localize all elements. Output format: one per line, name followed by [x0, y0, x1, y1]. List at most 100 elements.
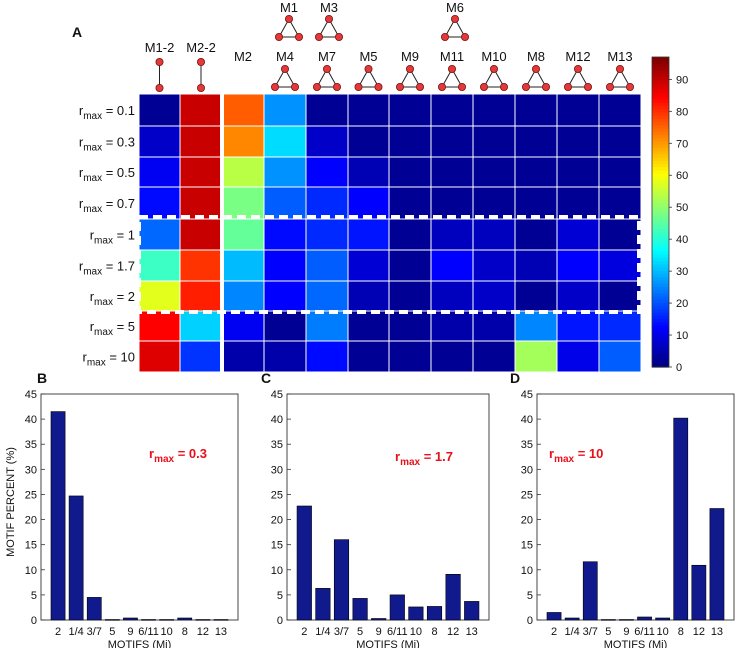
y-tick-label-30: 30: [271, 464, 283, 476]
heatmap-cell-r0p7-m8: [514, 186, 558, 220]
motif-node-icon: [322, 65, 331, 74]
y-tick-label-0: 0: [277, 615, 283, 627]
y-tick-label-45: 45: [25, 389, 37, 401]
dashed-highlight-box: [137, 215, 641, 314]
y-tick-label-15: 15: [271, 540, 283, 552]
motif-node-icon: [280, 65, 289, 74]
y-tick-label-45: 45: [521, 389, 533, 401]
bar-13: [709, 508, 725, 621]
x-tick-label-8: 8: [431, 626, 437, 638]
col-header-top-m6: M6: [446, 0, 464, 15]
bar-8: [673, 417, 689, 621]
col-header-m1-2: M1-2: [145, 40, 175, 55]
motif-node-icon: [314, 33, 323, 42]
y-tick-label-40: 40: [271, 414, 283, 426]
y-tick-label-10: 10: [521, 565, 533, 577]
colorbar-segment: [652, 228, 669, 232]
motif-node-icon: [616, 65, 625, 74]
colorbar: 0 10 20 30 40 50 60 70 80 90: [651, 56, 688, 374]
colorbar-segment: [652, 283, 669, 287]
motif-node-icon: [499, 83, 508, 92]
heatmap-cell-r1p7-m8: [514, 249, 558, 282]
heatmap-cell-r0p1-m9: [388, 93, 432, 127]
heatmap-cell-r10-m1-2: [138, 340, 181, 373]
heatmap-cell-r0p7-m7: [305, 186, 349, 220]
bar-9: [371, 618, 387, 621]
y-tick-label-35: 35: [521, 439, 533, 451]
heatmap-cell-r0p7-m2: [221, 186, 265, 220]
motif-node-icon: [440, 33, 449, 42]
rmax-annotation: rmax = 10: [549, 446, 603, 465]
colorbar-segment: [652, 118, 669, 123]
heatmap-top-header: M1 M3 M6: [280, 0, 464, 15]
colorbar-segment: [652, 279, 669, 284]
colorbar-segment: [652, 218, 669, 223]
colorbar-frame: [651, 56, 670, 368]
heatmap-cell-r5-m11: [430, 310, 474, 342]
colorbar-segment: [652, 131, 669, 136]
motif-icons: [155, 14, 635, 93]
colorbar-segment: [652, 102, 669, 107]
colorbar-segment: [652, 140, 669, 145]
heatmap-cell-r10-m11: [430, 340, 474, 373]
colorbar-segment: [652, 202, 669, 207]
heatmap-cell-r1-m1-2: [138, 218, 181, 251]
motif-node-icon: [332, 83, 341, 92]
x-tick-label-13: 13: [711, 626, 723, 638]
heatmap-cell-r2-m4: [263, 280, 307, 312]
heatmap-cell-r0p1-m2-2: [179, 93, 223, 127]
x-tick-label-13: 13: [466, 626, 478, 638]
heatmap-cell-r1p7-m2: [221, 249, 265, 282]
motif-node-icon: [364, 65, 373, 74]
colorbar-segment: [652, 69, 669, 74]
colorbar-segment: [652, 92, 669, 97]
rmax-annotation: rmax = 0.3: [149, 446, 207, 465]
y-tick-label-20: 20: [25, 515, 37, 527]
motif-node-icon: [405, 65, 414, 74]
x-tick-label-12: 12: [197, 626, 209, 638]
heatmap-cell-r0p5-m8: [514, 156, 558, 188]
heatmap-cell-r10-m13: [598, 340, 642, 373]
x-tick-label-9: 9: [623, 626, 629, 638]
motif-node-icon: [532, 65, 541, 74]
x-tick-label-9: 9: [376, 626, 382, 638]
heatmap-cell-r1p7-m10: [472, 249, 516, 282]
colorbar-segment: [652, 170, 669, 174]
heatmap-cell-r2-m7: [305, 280, 349, 312]
x-tick-label-3-7: 3/7: [87, 626, 102, 638]
heatmap-cell-r0p3-m9: [388, 125, 432, 158]
heatmap-cell-r2-m11: [430, 280, 474, 312]
colorbar-segment: [652, 189, 669, 194]
heatmap-cell-r10-m4: [263, 340, 307, 373]
heatmap-cell-r0p1-m12: [556, 93, 600, 127]
colorbar-segment: [652, 128, 669, 132]
x-tick-label-6-11: 6/11: [634, 626, 655, 638]
bar-10: [655, 617, 671, 621]
bar-13: [464, 601, 480, 621]
col-header-m8: M8: [527, 49, 545, 64]
heatmap-cell-r0p7-m10: [472, 186, 516, 220]
colorbar-tick-label-80: 80: [676, 106, 688, 118]
heatmap-cell-r1-m7: [305, 218, 349, 251]
colorbar-segment: [652, 160, 669, 165]
heatmap-cell-r0p7-m9: [388, 186, 432, 220]
bar-12: [691, 564, 707, 621]
heatmap-cell-r2-m2: [221, 280, 265, 312]
colorbar-segment: [652, 163, 669, 168]
y-axis-label: MOTIF PERCENT (%): [5, 447, 17, 557]
motif-node-icon: [450, 14, 459, 23]
x-tick-label-6-11: 6/11: [138, 626, 159, 638]
x-tick-label-13: 13: [215, 626, 227, 638]
y-tick-label-5: 5: [31, 590, 37, 602]
heatmap-cell-r1-m10: [472, 218, 516, 251]
colorbar-segment: [652, 199, 669, 203]
heatmap-cell-r0p7-m4: [263, 186, 307, 220]
col-header-m7: M7: [318, 49, 336, 64]
bar-2: [296, 505, 312, 621]
y-tick-label-20: 20: [271, 515, 283, 527]
colorbar-segment: [652, 263, 669, 268]
colorbar-segment: [652, 315, 669, 320]
heatmap-cell-r0p7-m13: [598, 186, 642, 220]
